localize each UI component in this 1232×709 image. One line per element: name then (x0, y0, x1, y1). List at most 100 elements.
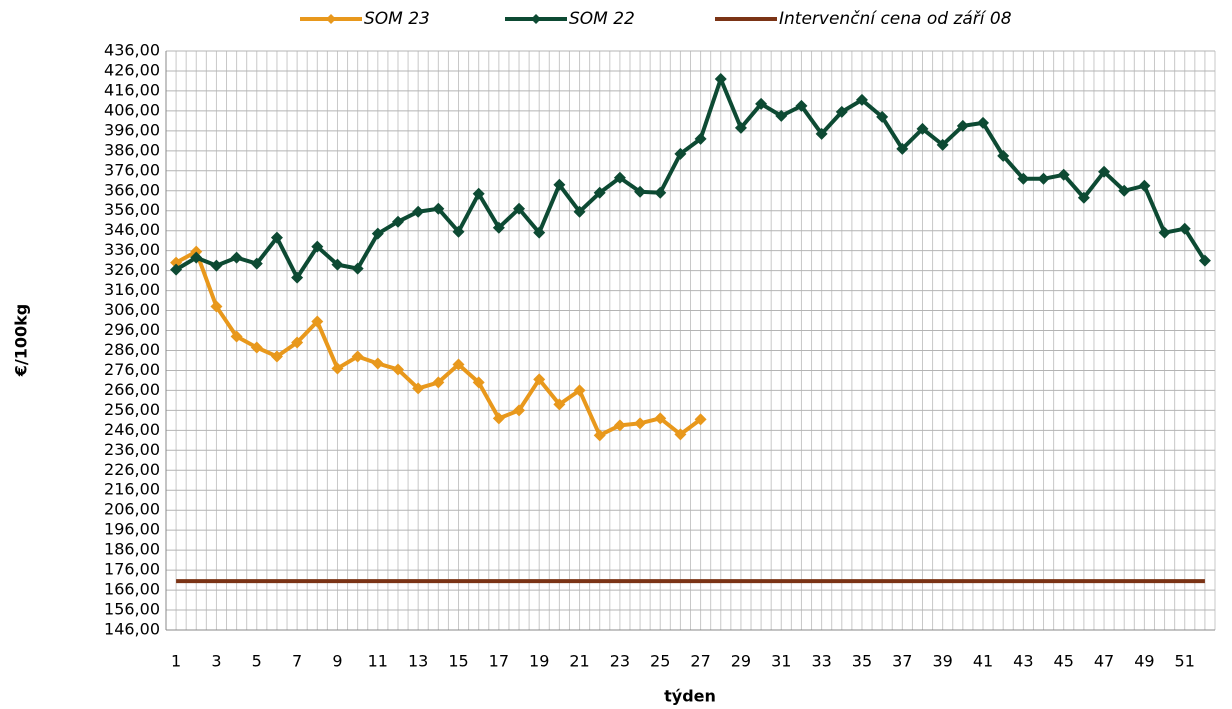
legend-label: Intervenční cena od září 08 (779, 9, 1012, 29)
y-tick-label: 306,00 (104, 300, 160, 319)
y-axis-label: €/100kg (12, 304, 31, 377)
marker (492, 412, 505, 425)
marker (1178, 222, 1191, 235)
y-tick-label: 426,00 (104, 60, 160, 79)
marker (997, 149, 1010, 162)
y-tick-label: 436,00 (104, 41, 160, 60)
marker (412, 382, 425, 395)
marker (896, 142, 909, 155)
marker (674, 428, 687, 441)
marker (331, 258, 344, 271)
legend-label: SOM 22 (569, 9, 635, 29)
x-tick-label: 23 (610, 652, 630, 671)
marker (452, 358, 465, 371)
y-tick-label: 346,00 (104, 220, 160, 239)
marker (593, 429, 606, 442)
marker (613, 419, 626, 432)
y-tick-label: 246,00 (104, 420, 160, 439)
marker (452, 225, 465, 238)
marker (311, 315, 324, 328)
marker (331, 362, 344, 375)
x-tick-label: 43 (1013, 652, 1033, 671)
x-tick-label: 41 (973, 652, 993, 671)
x-tick-label: 31 (771, 652, 791, 671)
x-tick-label: 37 (892, 652, 912, 671)
y-tick-label: 156,00 (104, 600, 160, 619)
marker (391, 363, 404, 376)
marker (513, 202, 526, 215)
x-tick-label: 39 (932, 652, 952, 671)
marker (270, 231, 283, 244)
x-tick-label: 5 (252, 652, 262, 671)
marker (593, 186, 606, 199)
marker (795, 99, 808, 112)
marker (1037, 172, 1050, 185)
marker (573, 384, 586, 397)
marker (513, 404, 526, 417)
marker (634, 185, 647, 198)
x-tick-label: 35 (852, 652, 872, 671)
y-tick-label: 236,00 (104, 440, 160, 459)
marker (916, 122, 929, 135)
x-tick-label: 45 (1054, 652, 1074, 671)
y-tick-label: 176,00 (104, 560, 160, 579)
legend-marker (531, 14, 541, 24)
marker (1017, 172, 1030, 185)
marker (956, 119, 969, 132)
marker (654, 186, 667, 199)
x-tick-label: 49 (1134, 652, 1154, 671)
y-tick-label: 336,00 (104, 240, 160, 259)
marker (291, 336, 304, 349)
x-tick-label: 9 (332, 652, 342, 671)
marker (775, 109, 788, 122)
marker (1098, 165, 1111, 178)
marker (210, 300, 223, 313)
marker (634, 417, 647, 430)
x-tick-label: 3 (211, 652, 221, 671)
x-tick-label: 19 (529, 652, 549, 671)
y-tick-label: 196,00 (104, 520, 160, 539)
marker (573, 205, 586, 218)
x-axis-label: týden (664, 687, 716, 706)
y-tick-label: 256,00 (104, 400, 160, 419)
marker (1198, 254, 1211, 267)
y-tick-label: 206,00 (104, 500, 160, 519)
y-tick-label: 186,00 (104, 540, 160, 559)
marker (815, 127, 828, 140)
x-tick-label: 29 (731, 652, 751, 671)
marker (876, 110, 889, 123)
y-tick-label: 286,00 (104, 340, 160, 359)
marker (311, 240, 324, 253)
marker (553, 178, 566, 191)
x-tick-label: 7 (292, 652, 302, 671)
x-tick-label: 11 (368, 652, 388, 671)
marker (553, 398, 566, 411)
marker (472, 187, 485, 200)
marker (977, 116, 990, 129)
marker (533, 373, 546, 386)
x-tick-label: 33 (811, 652, 831, 671)
marker (936, 138, 949, 151)
marker (250, 257, 263, 270)
marker (230, 251, 243, 264)
marker (1077, 191, 1090, 204)
legend-marker (326, 14, 336, 24)
marker (391, 215, 404, 228)
y-tick-label: 146,00 (104, 620, 160, 639)
marker (492, 221, 505, 234)
x-tick-label: 17 (489, 652, 509, 671)
x-tick-label: 47 (1094, 652, 1114, 671)
marker (270, 350, 283, 363)
y-tick-label: 406,00 (104, 100, 160, 119)
marker (432, 376, 445, 389)
marker (412, 205, 425, 218)
y-tick-label: 376,00 (104, 160, 160, 179)
marker (714, 72, 727, 85)
marker (351, 350, 364, 363)
marker (734, 121, 747, 134)
marker (855, 93, 868, 106)
y-tick-label: 226,00 (104, 460, 160, 479)
y-tick-label: 396,00 (104, 120, 160, 139)
x-tick-label: 13 (408, 652, 428, 671)
